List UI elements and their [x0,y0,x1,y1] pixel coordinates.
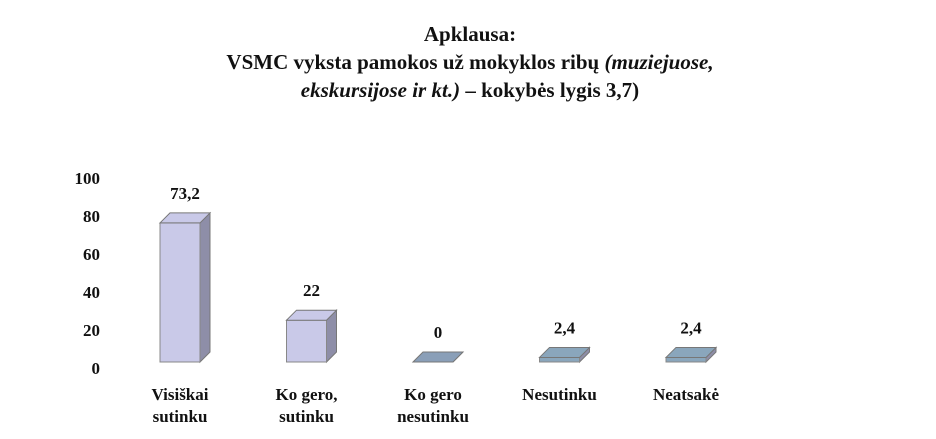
data-label: 2,4 [680,318,702,337]
title-part: VSMC vyksta pamokos už mokyklos ribų [226,50,604,74]
data-label: 0 [434,323,443,342]
chart-title: VSMC vyksta pamokos už mokyklos ribų (mu… [226,50,713,74]
x-tick-label: nesutinku [397,407,469,426]
x-tick-label: Ko gero [404,385,462,404]
bar-front [286,319,327,363]
bar-front [665,356,707,363]
bar [411,351,465,363]
x-tick-label: sutinku [153,407,208,426]
bar-front [159,222,201,363]
title-part: Apklausa: [424,22,516,46]
bar-top [538,346,591,358]
bar-side [199,211,211,364]
chart-title: ekskursijose ir kt.) – kokybės lygis 3,7… [301,78,639,102]
x-tick-label: Visiškai [151,385,208,404]
x-tick-label: sutinku [279,407,334,426]
chart-title: Apklausa: [424,22,516,46]
x-tick-label: Nesutinku [522,385,597,404]
y-tick-label: 20 [83,321,100,340]
bar [285,308,338,364]
y-tick-label: 100 [75,169,101,188]
bar [538,346,591,364]
bar [158,211,212,364]
title-part: – kokybės lygis 3,7) [460,78,639,102]
bar-top [285,309,338,321]
title-part: ekskursijose ir kt.) [301,78,460,102]
bar [664,346,718,364]
y-tick-label: 60 [83,245,100,264]
data-label: 22 [303,281,320,300]
y-tick-label: 0 [92,359,101,378]
x-tick-label: Ko gero, [275,385,337,404]
data-label: 73,2 [170,184,200,203]
bar-top [158,212,212,224]
bar-top [664,346,718,358]
x-tick-label: Neatsakė [653,385,720,404]
y-tick-label: 40 [83,283,100,302]
bar-top [411,351,465,363]
title-part: (muziejuose, [604,50,713,74]
data-label: 2,4 [554,318,576,337]
y-tick-label: 80 [83,207,100,226]
bar-front [539,356,580,363]
